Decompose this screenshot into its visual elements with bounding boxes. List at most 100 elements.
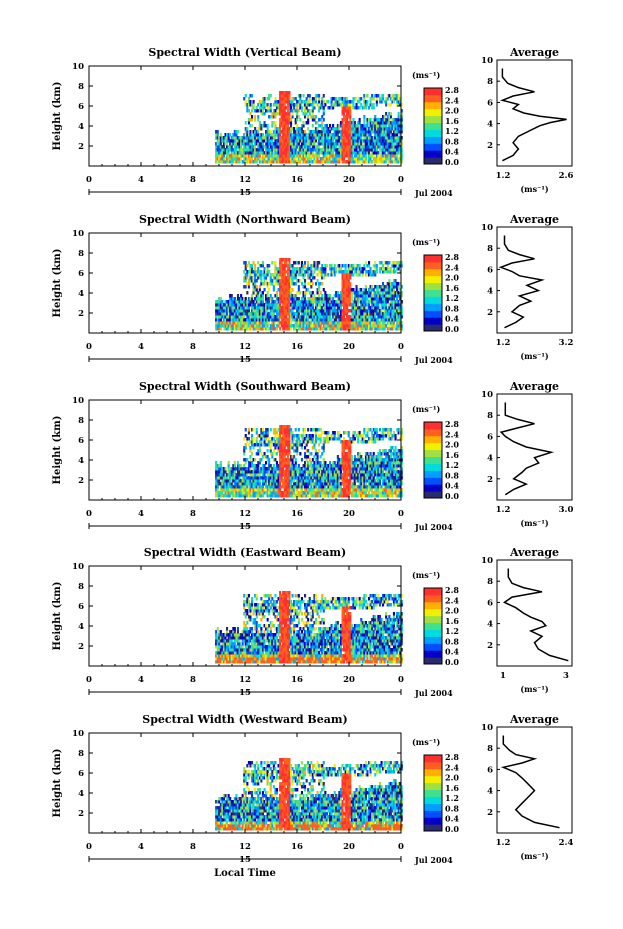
- heatmap-cell: [358, 264, 361, 268]
- heatmap-cell: [257, 449, 260, 453]
- heatmap-cell: [275, 318, 278, 322]
- heatmap-cell: [386, 97, 389, 101]
- heatmap-cell: [238, 306, 241, 310]
- heatmap-cell: [247, 154, 250, 158]
- heatmap-cell: [216, 464, 219, 468]
- heatmap-cell: [366, 160, 369, 164]
- heatmap-cell: [372, 127, 375, 131]
- heatmap-cell: [305, 449, 308, 453]
- heatmap-cell: [344, 127, 347, 131]
- heatmap-cell: [400, 285, 403, 289]
- heatmap-cell: [366, 291, 369, 295]
- heatmap-cell: [332, 303, 335, 307]
- heatmap-cell: [353, 294, 356, 298]
- heatmap-cell: [380, 142, 383, 146]
- heatmap-cell: [321, 130, 324, 134]
- heatmap-cell: [341, 285, 344, 289]
- heatmap-cell: [363, 115, 366, 119]
- heatmap-cell: [219, 461, 222, 465]
- heatmap-cell: [344, 133, 347, 137]
- heatmap-cell: [266, 327, 269, 331]
- heatmap-cell: [233, 136, 236, 140]
- heatmap-cell: [294, 440, 297, 444]
- heatmap-cell: [297, 473, 300, 477]
- heatmap-cell: [329, 142, 332, 146]
- heatmap-cell: [219, 297, 222, 301]
- heatmap-cell: [277, 306, 280, 310]
- heatmap-cell: [286, 446, 289, 450]
- heatmap-cell: [305, 479, 308, 483]
- heatmap-cell: [269, 318, 272, 322]
- heatmap-cell: [221, 306, 224, 310]
- heatmap-cell: [316, 291, 319, 295]
- heatmap-cell: [268, 133, 271, 137]
- heatmap-cell: [238, 315, 241, 319]
- heatmap-cell: [350, 151, 353, 155]
- heatmap-cell: [283, 318, 286, 322]
- heatmap-cell: [219, 303, 222, 307]
- heatmap-cell: [305, 136, 308, 140]
- heatmap-cell: [269, 324, 272, 328]
- heatmap-cell: [358, 157, 361, 161]
- heatmap-cell: [293, 303, 296, 307]
- heatmap-cell: [307, 142, 310, 146]
- heatmap-cell: [344, 276, 347, 280]
- heatmap-cell: [344, 279, 347, 283]
- heatmap-cell: [305, 491, 308, 495]
- heatmap-cell: [261, 476, 264, 480]
- heatmap-cell: [313, 115, 316, 119]
- heatmap-cell: [291, 100, 294, 104]
- heatmap-cell: [372, 273, 375, 277]
- heatmap-cell: [297, 115, 300, 119]
- heatmap-cell: [391, 306, 394, 310]
- heatmap-cell: [280, 154, 283, 158]
- heatmap-cell: [386, 264, 389, 268]
- heatmap-cell: [327, 127, 330, 131]
- heatmap-cell: [300, 136, 303, 140]
- heatmap-cell: [369, 142, 372, 146]
- heatmap-cell: [266, 273, 269, 277]
- heatmap-cell: [218, 154, 221, 158]
- heatmap-cell: [255, 106, 258, 110]
- heatmap-cell: [263, 318, 266, 322]
- heatmap-cell: [333, 130, 336, 134]
- heatmap-cell: [355, 136, 358, 140]
- heatmap-cell: [254, 443, 257, 447]
- heatmap-cell: [260, 294, 263, 298]
- heatmap-cell: [311, 124, 314, 128]
- heatmap-cell: [258, 470, 261, 474]
- heatmap-cell: [302, 434, 305, 438]
- heatmap-cell: [291, 458, 294, 462]
- heatmap-cell: [280, 136, 283, 140]
- heatmap-cell: [332, 306, 335, 310]
- heatmap-cell: [307, 109, 310, 113]
- heatmap-cell: [293, 467, 296, 471]
- heatmap-cell: [300, 133, 303, 137]
- heatmap-cell: [232, 473, 235, 477]
- heatmap-cell: [283, 464, 286, 468]
- heatmap-cell: [251, 276, 254, 280]
- heatmap-cell: [344, 288, 347, 292]
- heatmap-cell: [275, 103, 278, 107]
- heatmap-cell: [344, 285, 347, 289]
- heatmap-cell: [396, 312, 399, 316]
- heatmap-cell: [358, 151, 361, 155]
- heatmap-cell: [282, 485, 285, 489]
- heatmap-cell: [310, 467, 313, 471]
- heatmap-cell: [227, 494, 230, 498]
- heatmap-cell: [272, 428, 275, 432]
- heatmap-cell: [288, 261, 291, 265]
- heatmap-cell: [274, 300, 277, 304]
- heatmap-cell: [302, 327, 305, 331]
- heatmap-cell: [308, 151, 311, 155]
- heatmap-cell: [392, 270, 395, 274]
- heatmap-cell: [229, 148, 232, 152]
- heatmap-cell: [285, 106, 288, 110]
- heatmap-cell: [265, 303, 268, 307]
- heatmap-cell: [216, 157, 219, 161]
- heatmap-cell: [279, 91, 282, 95]
- heatmap-cell: [260, 443, 263, 447]
- heatmap-cell: [319, 324, 322, 328]
- heatmap-cell: [364, 285, 367, 289]
- heatmap-cell: [380, 297, 383, 301]
